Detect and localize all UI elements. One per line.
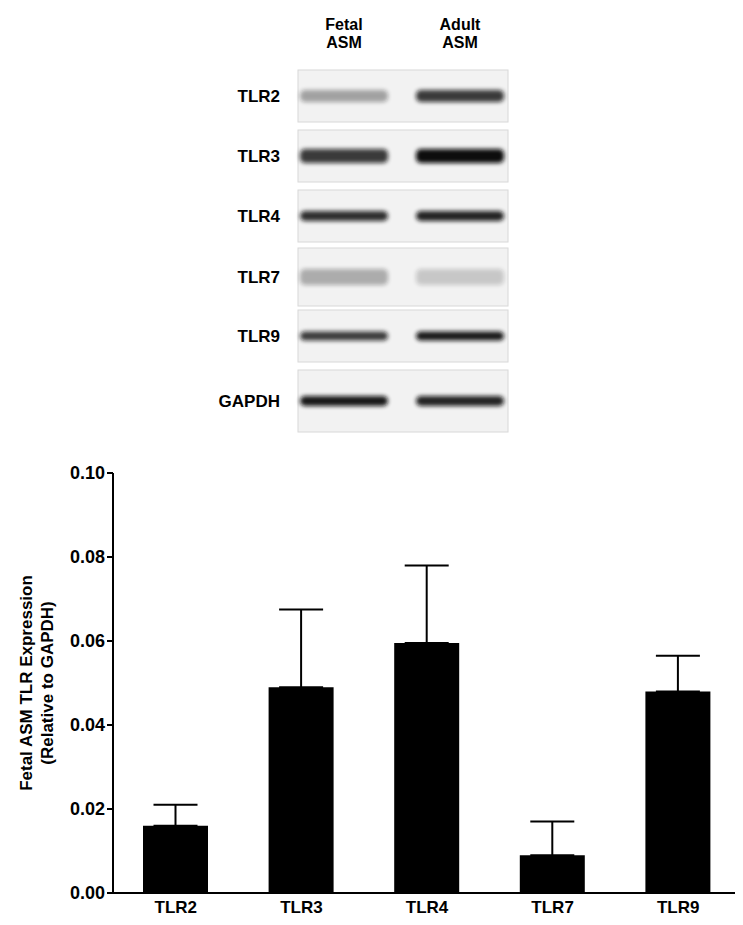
svg-text:FetalASM: FetalASM (325, 16, 362, 51)
svg-text:0.10: 0.10 (70, 463, 105, 483)
svg-text:TLR9: TLR9 (238, 327, 281, 346)
svg-text:0.08: 0.08 (70, 547, 105, 567)
svg-text:0.04: 0.04 (70, 715, 105, 735)
svg-text:TLR2: TLR2 (238, 87, 281, 106)
svg-text:TLR2: TLR2 (155, 898, 198, 917)
svg-text:TLR4: TLR4 (238, 207, 281, 226)
svg-text:TLR7: TLR7 (238, 268, 281, 287)
svg-text:GAPDH: GAPDH (219, 392, 280, 411)
svg-text:Fetal ASM TLR Expression(Relat: Fetal ASM TLR Expression(Relative to GAP… (17, 575, 57, 791)
svg-text:TLR3: TLR3 (238, 147, 281, 166)
svg-text:TLR9: TLR9 (657, 898, 700, 917)
svg-text:TLR3: TLR3 (280, 898, 323, 917)
svg-text:TLR4: TLR4 (406, 898, 449, 917)
svg-text:AdultASM: AdultASM (440, 16, 482, 51)
svg-text:0.06: 0.06 (70, 631, 105, 651)
svg-text:0.00: 0.00 (70, 883, 105, 903)
svg-text:0.02: 0.02 (70, 799, 105, 819)
svg-text:TLR7: TLR7 (531, 898, 574, 917)
